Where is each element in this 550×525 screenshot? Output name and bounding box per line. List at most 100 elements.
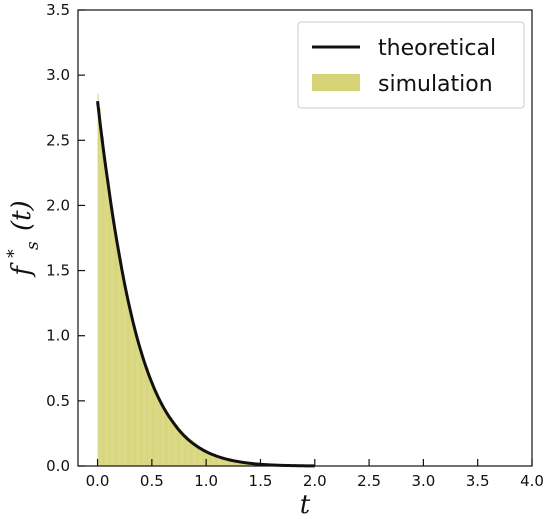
histogram-bar [231, 459, 233, 466]
histogram-bar [233, 459, 235, 466]
histogram-bar [124, 286, 126, 466]
legend-simulation-label: simulation [378, 72, 493, 97]
histogram-bar [205, 449, 207, 466]
histogram-bar [147, 367, 149, 466]
histogram-bar [179, 429, 181, 466]
histogram-bar [176, 424, 178, 466]
y-axis-title-base: f [7, 262, 37, 278]
histogram-bar [143, 357, 145, 466]
y-tick-label: 0.0 [46, 457, 70, 475]
histogram-bar [217, 455, 219, 466]
y-axis-title-sub: s [23, 241, 43, 250]
simulation-histogram [97, 93, 315, 467]
histogram-bar [227, 458, 229, 466]
legend: theoretical simulation [297, 21, 525, 109]
x-tick-label: 0.5 [140, 472, 164, 490]
histogram-bar [225, 457, 227, 466]
y-tick-label: 1.5 [46, 262, 70, 280]
histogram-bar [190, 439, 193, 466]
histogram-bar [135, 331, 137, 466]
histogram-bar [182, 431, 184, 466]
histogram-bar [165, 409, 168, 466]
histogram-bar [155, 390, 157, 466]
histogram-bar [168, 412, 170, 466]
histogram-bar [122, 273, 124, 466]
histogram-bar [125, 292, 127, 466]
histogram-bar [211, 453, 213, 466]
histogram-bar [136, 336, 138, 466]
histogram-bar [194, 442, 196, 466]
x-axis-title: t [300, 490, 311, 520]
histogram-bar [193, 441, 195, 466]
histogram-bar [154, 386, 156, 466]
histogram-bar [223, 457, 225, 466]
x-axis: 0.0 0.5 1.0 1.5 2.0 2.5 3.0 3.5 4.0 [86, 459, 544, 490]
histogram-bar [144, 360, 146, 466]
histogram-bar [151, 381, 153, 466]
y-tick-label: 3.0 [46, 66, 70, 84]
histogram-bar [189, 438, 191, 466]
histogram-bar [150, 378, 152, 466]
histogram-bar [110, 206, 112, 467]
histogram-bar [186, 435, 188, 466]
histogram-bar [200, 447, 202, 466]
histogram-bar [99, 108, 101, 467]
histogram-bar [173, 421, 175, 466]
histogram-bar [139, 349, 141, 466]
histogram-bar [239, 461, 241, 466]
histogram-bar [145, 365, 147, 466]
histogram-bar [109, 192, 111, 466]
plot-frame [77, 9, 533, 467]
y-axis-title-sup: * [4, 249, 24, 258]
histogram-bar [146, 367, 148, 466]
x-tick-label: 3.5 [466, 472, 490, 490]
histogram-bar [195, 442, 197, 466]
histogram-bar [117, 242, 119, 466]
histogram-bar [219, 455, 221, 466]
histogram-bar [126, 292, 128, 466]
histogram-bar [162, 403, 164, 466]
histogram-bar [113, 221, 115, 466]
histogram-bar [97, 93, 99, 467]
y-tick-label: 2.5 [46, 131, 70, 149]
histogram-bar [119, 257, 121, 466]
histogram-bar [196, 443, 198, 466]
histogram-bar [232, 459, 234, 466]
histogram-bar [121, 268, 123, 466]
y-tick-label: 3.5 [46, 1, 70, 19]
histogram-bar [226, 458, 228, 466]
histogram-bar [197, 444, 199, 466]
histogram-bar [234, 459, 236, 466]
histogram-bar [163, 407, 165, 466]
histogram-bar [187, 437, 189, 466]
histogram-bar [108, 179, 110, 466]
histogram-bar [112, 215, 114, 466]
histogram-bar [209, 452, 211, 466]
x-tick-label: 2.5 [357, 472, 381, 490]
histogram-bar [157, 392, 159, 466]
histogram-bar [235, 460, 237, 466]
histogram-bar [100, 130, 102, 466]
x-tick-label: 1.0 [194, 472, 218, 490]
histogram-bar [106, 171, 108, 466]
histogram-bar [221, 456, 223, 466]
theoretical-line [96, 101, 315, 468]
histogram-bar [237, 460, 239, 466]
histogram-bar [206, 450, 208, 466]
histogram-bar [131, 317, 133, 466]
histogram-bar [218, 455, 220, 466]
histogram-bar [116, 241, 118, 466]
y-tick-label: 0.5 [46, 392, 70, 410]
histogram-bar [98, 102, 100, 467]
histogram-bar [123, 274, 125, 466]
histogram-bar [198, 445, 200, 466]
histogram-bar [203, 449, 206, 466]
histogram-bar [111, 207, 113, 467]
histogram-bar [202, 449, 204, 466]
histogram-bar [156, 390, 158, 466]
histogram-bar [138, 341, 140, 466]
histogram-bar [185, 435, 187, 466]
histogram-bar [215, 454, 218, 466]
histogram-bar [171, 417, 173, 466]
